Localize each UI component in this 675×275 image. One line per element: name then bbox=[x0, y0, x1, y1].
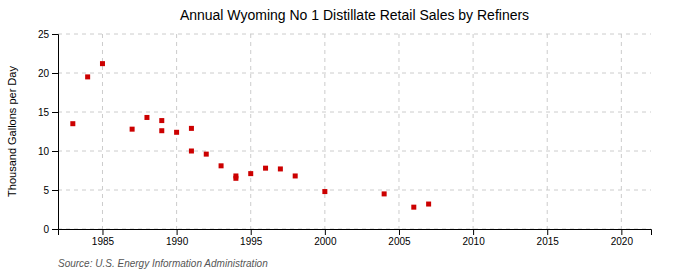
y-tick-label: 15 bbox=[38, 107, 50, 118]
x-tick: 1990 bbox=[166, 229, 189, 247]
y-tick-label: 5 bbox=[43, 185, 49, 196]
y-grid-line bbox=[58, 34, 651, 35]
y-tick: 5 bbox=[43, 185, 58, 196]
y-grid-line bbox=[58, 112, 651, 113]
point bbox=[411, 205, 416, 210]
x-tick: 2005 bbox=[388, 229, 411, 247]
x-tick: 1995 bbox=[240, 229, 263, 247]
y-axis-line bbox=[52, 35, 59, 230]
point bbox=[322, 189, 327, 194]
plot-area: 1985 1990 1995 2000 2005 2010 2015 2020 0 5 10 15 20… bbox=[38, 29, 652, 247]
x-tick-mark bbox=[399, 229, 400, 235]
x-tick-label: 2000 bbox=[314, 236, 337, 247]
y-grid-line bbox=[58, 73, 651, 74]
x-axis: 1985 1990 1995 2000 2005 2010 2015 2020 bbox=[59, 229, 652, 247]
x-tick-mark bbox=[547, 229, 548, 235]
source-note: Source: U.S. Energy Information Administ… bbox=[58, 258, 268, 269]
y-grid-line bbox=[58, 190, 651, 191]
point bbox=[144, 115, 149, 120]
x-tick-mark bbox=[621, 229, 622, 235]
y-tick-label: 25 bbox=[38, 29, 50, 40]
y-tick-mark bbox=[52, 190, 58, 191]
y-tick-label: 20 bbox=[38, 68, 50, 79]
y-grid-line bbox=[58, 151, 651, 152]
x-tick-mark bbox=[325, 229, 326, 235]
x-tick-mark bbox=[251, 229, 252, 235]
x-tick-mark bbox=[473, 229, 474, 235]
x-grid-line bbox=[547, 34, 548, 229]
point bbox=[382, 191, 387, 196]
x-tick-mark bbox=[102, 229, 103, 235]
point bbox=[85, 74, 90, 79]
y-tick-mark bbox=[52, 73, 58, 74]
x-tick-label: 2015 bbox=[537, 236, 560, 247]
y-axis: 0 5 10 15 20 25 bbox=[38, 29, 59, 235]
point bbox=[278, 166, 283, 171]
point bbox=[204, 152, 209, 157]
point bbox=[233, 176, 238, 181]
y-tick-mark bbox=[52, 112, 58, 113]
point bbox=[426, 202, 431, 207]
points bbox=[70, 61, 431, 210]
x-tick: 2010 bbox=[462, 229, 485, 247]
y-tick: 15 bbox=[38, 107, 58, 118]
x-tick-label: 2020 bbox=[611, 236, 634, 247]
x-tick: 1985 bbox=[92, 229, 115, 247]
point bbox=[159, 128, 164, 133]
point bbox=[130, 127, 135, 132]
x-tick-label: 1985 bbox=[92, 236, 115, 247]
x-tick-label: 2005 bbox=[388, 236, 411, 247]
point bbox=[189, 126, 194, 131]
point bbox=[219, 163, 224, 168]
title: Annual Wyoming No 1 Distillate Retail Sa… bbox=[180, 7, 529, 23]
point bbox=[293, 173, 298, 178]
x-tick-label: 1995 bbox=[240, 236, 263, 247]
x-tick-label: 1990 bbox=[166, 236, 189, 247]
y-tick-label: 0 bbox=[43, 224, 49, 235]
x-grid-line bbox=[398, 34, 399, 229]
point bbox=[159, 118, 164, 123]
grid bbox=[58, 34, 651, 229]
point bbox=[263, 166, 268, 171]
point bbox=[70, 121, 75, 126]
y-tick-label: 10 bbox=[38, 146, 50, 157]
x-grid-line bbox=[250, 34, 251, 229]
y-tick-mark bbox=[52, 229, 58, 230]
x-tick-label: 2010 bbox=[462, 236, 485, 247]
y-tick: 20 bbox=[38, 68, 58, 79]
x-axis-line bbox=[59, 230, 652, 236]
y-tick: 10 bbox=[38, 146, 58, 157]
point bbox=[174, 130, 179, 135]
chart: 1985 1990 1995 2000 2005 2010 2015 2020 0 5 10 15 20… bbox=[0, 0, 675, 275]
y-tick: 25 bbox=[38, 29, 58, 40]
x-tick-mark bbox=[177, 229, 178, 235]
x-tick: 2015 bbox=[537, 229, 560, 247]
y-tick-mark bbox=[52, 34, 58, 35]
point bbox=[100, 61, 105, 66]
x-tick: 2020 bbox=[611, 229, 634, 247]
y-tick: 0 bbox=[43, 224, 58, 235]
y-axis-label: Thousand Gallons per Day bbox=[6, 66, 18, 197]
x-tick: 2000 bbox=[314, 229, 337, 247]
x-grid-line bbox=[473, 34, 474, 229]
x-grid-line bbox=[324, 34, 325, 229]
x-grid-line bbox=[621, 34, 622, 229]
point bbox=[248, 171, 253, 176]
y-tick-mark bbox=[52, 151, 58, 152]
point bbox=[189, 149, 194, 154]
